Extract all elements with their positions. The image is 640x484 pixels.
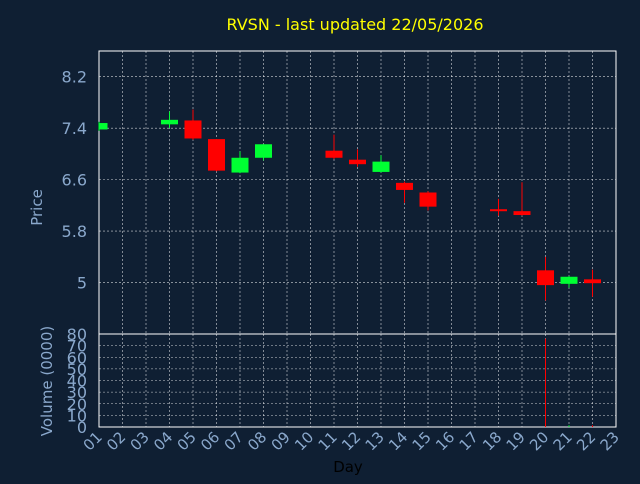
- candle-body: [396, 182, 413, 190]
- x-tick-label: 18: [479, 428, 505, 454]
- volume-y-tick-label: 50: [67, 360, 87, 379]
- x-tick-label: 06: [197, 428, 223, 454]
- candle-body: [208, 139, 225, 171]
- x-tick-label: 22: [573, 428, 599, 454]
- x-tick-label: 07: [221, 428, 247, 454]
- candle-body: [99, 123, 108, 130]
- x-tick-label: 17: [456, 428, 482, 454]
- candle-body: [255, 144, 272, 158]
- volume-y-tick-label: 0: [77, 418, 87, 437]
- candle-body: [184, 120, 202, 139]
- x-tick-label: 08: [244, 428, 270, 454]
- x-tick-label: 13: [362, 428, 388, 454]
- x-tick-label: 11: [315, 428, 341, 454]
- chart-title: RVSN - last updated 22/05/2026: [226, 15, 483, 34]
- volume-y-tick-label: 30: [67, 383, 87, 402]
- candle-body: [372, 161, 390, 172]
- price-y-tick-label: 8.2: [62, 68, 87, 87]
- price-y-tick-label: 6.6: [62, 171, 87, 190]
- volume-axis-label: Volume (0000): [38, 326, 56, 436]
- candle-body: [490, 209, 507, 212]
- x-tick-label: 21: [550, 428, 576, 454]
- x-tick-label: 04: [150, 428, 176, 454]
- x-tick-label: 14: [385, 428, 411, 454]
- volume-y-tick-label: 40: [67, 372, 87, 391]
- candle-body: [231, 157, 249, 173]
- volume-y-tick-label: 70: [67, 337, 87, 356]
- price-axis-label: Price: [28, 189, 46, 226]
- x-tick-label: 10: [291, 428, 317, 454]
- price-y-tick-label: 7.4: [62, 119, 87, 138]
- candle-body: [584, 279, 601, 284]
- candle-body: [419, 192, 437, 207]
- x-axis-label: Day: [333, 458, 363, 476]
- x-tick-label: 23: [597, 428, 623, 454]
- x-tick-label: 15: [409, 428, 435, 454]
- x-tick-label: 20: [526, 428, 552, 454]
- volume-y-tick-label: 80: [67, 325, 87, 344]
- x-tick-label: 02: [103, 428, 129, 454]
- x-tick-label: 16: [432, 428, 458, 454]
- x-tick-label: 05: [174, 428, 200, 454]
- volume-y-tick-label: 60: [67, 348, 87, 367]
- candle-body: [560, 276, 578, 284]
- candle-body: [161, 119, 178, 125]
- x-tick-label: 09: [268, 428, 294, 454]
- x-tick-label: 12: [338, 428, 364, 454]
- candle-body: [513, 211, 531, 216]
- volume-y-tick-label: 10: [67, 406, 87, 425]
- price-y-tick-label: 5: [77, 274, 87, 293]
- candle-body: [537, 270, 554, 286]
- volume-plot-frame: [98, 333, 617, 428]
- price-y-tick-label: 5.8: [62, 222, 87, 241]
- x-tick-label: 03: [127, 428, 153, 454]
- candle-body: [325, 150, 343, 158]
- candle-body: [349, 159, 366, 165]
- volume-y-tick-label: 20: [67, 395, 87, 414]
- x-tick-label: 19: [503, 428, 529, 454]
